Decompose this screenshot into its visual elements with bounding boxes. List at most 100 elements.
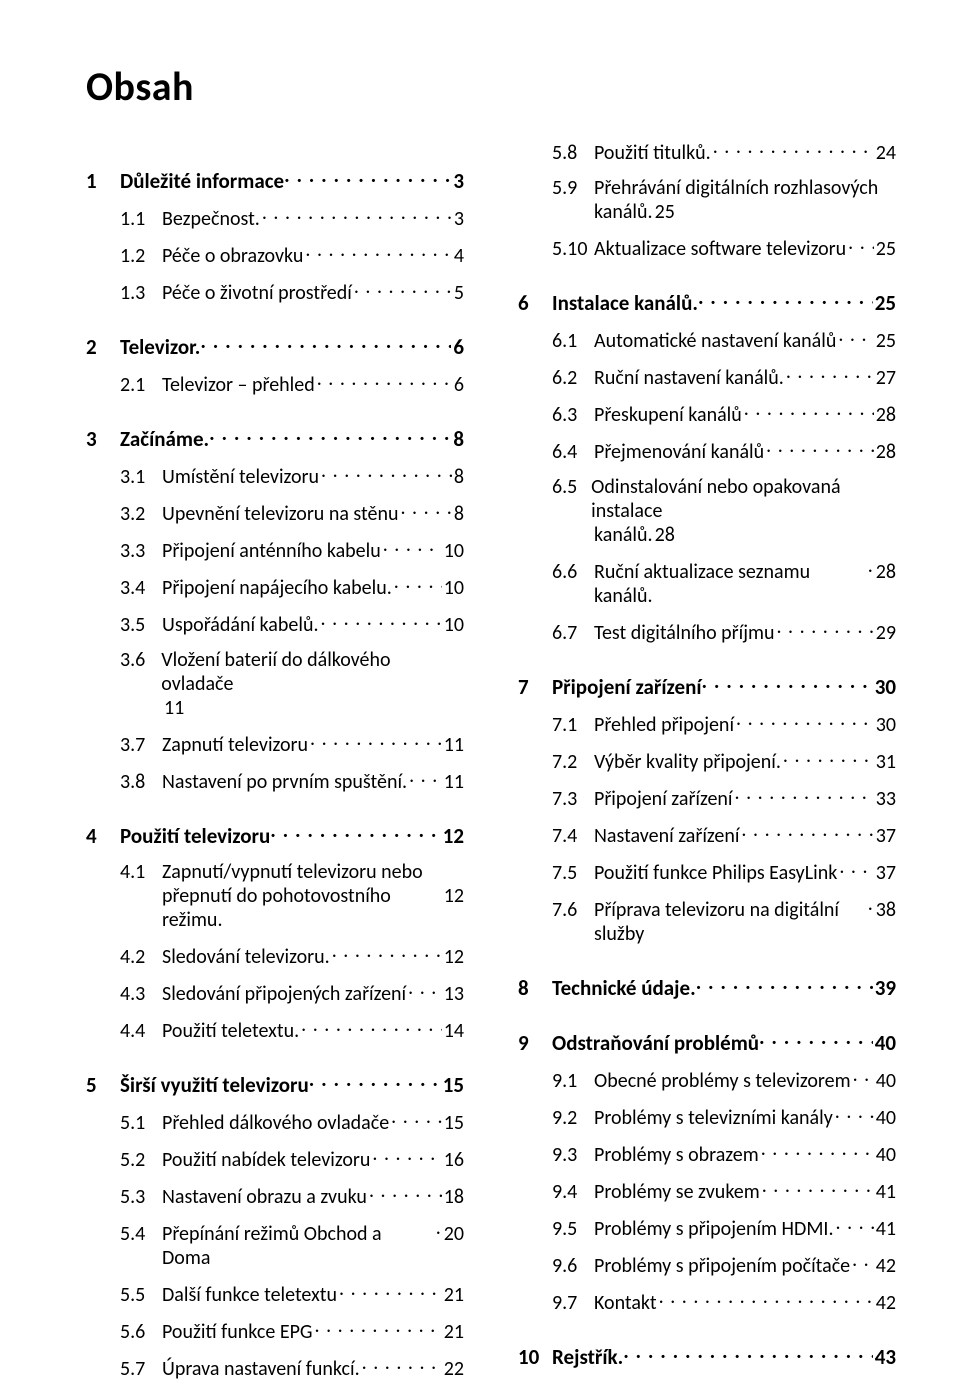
- toc-leader: [315, 1318, 442, 1338]
- toc-entry-page: 40: [874, 1106, 896, 1130]
- toc-leader: [848, 235, 874, 255]
- toc-entry-label: Další funkce teletextu: [162, 1283, 339, 1307]
- toc-columns: 1Důležité informace3 1.1Bezpečnost.3 1.2Pé…: [86, 139, 896, 1381]
- toc-leader: [409, 768, 442, 788]
- toc-entry-page: 42: [874, 1254, 896, 1278]
- toc-entry-label: Připojení zařízení: [552, 674, 702, 700]
- toc-entry: 4.3Sledování připojených zařízení13: [120, 980, 464, 1006]
- toc-entry-number: 3.6: [120, 648, 161, 672]
- toc-entry-number: 9.6: [552, 1254, 594, 1278]
- toc-entry-label: Automatické nastavení kanálů: [594, 329, 838, 353]
- toc-entry: 6.7Test digitálního příjmu29: [552, 619, 896, 645]
- toc-entry-page: 8: [452, 465, 464, 489]
- toc-entry-number: 6.5: [552, 475, 591, 499]
- toc-leader: [698, 289, 873, 310]
- toc-entry-page: 40: [873, 1030, 896, 1056]
- toc-entry-label: Umístění televizoru: [162, 465, 321, 489]
- toc-entry-number: 1.2: [120, 244, 162, 268]
- toc-leader: [659, 1289, 874, 1309]
- toc-entry: 5.4Přepínání režimů Obchod a Doma20: [120, 1220, 464, 1270]
- toc-entry-number: 5.8: [552, 141, 594, 165]
- toc-leader: [868, 896, 874, 916]
- toc-leader: [836, 1215, 874, 1235]
- toc-leader: [759, 1029, 873, 1050]
- toc-leader: [835, 1104, 874, 1124]
- toc-entry-page: 3: [452, 207, 464, 231]
- toc-entry: 3.5Uspořádání kabelů.10: [120, 611, 464, 637]
- toc-leader: [744, 401, 874, 421]
- toc-entry-label: Technické údaje.: [552, 975, 696, 1001]
- toc-column-right: 5.8Použití titulků.245.9Přehrávání digit…: [518, 139, 896, 1381]
- toc-entry-number: 3.3: [120, 539, 162, 563]
- toc-entry-number: 3: [86, 426, 120, 452]
- toc-leader: [408, 980, 442, 1000]
- toc-entry-number: 9.5: [552, 1217, 594, 1241]
- toc-entry: 9Odstraňování problémů40: [518, 1029, 896, 1056]
- toc-leader: [332, 943, 442, 963]
- toc-entry-label: Zapnutí/vypnutí televizoru nebo: [162, 860, 425, 884]
- toc-entry: 6.4Přejmenování kanálů28: [552, 438, 896, 464]
- toc-leader: [736, 711, 874, 731]
- toc-entry-label: Péče o obrazovku: [162, 244, 305, 268]
- toc-entry-page: 13: [442, 982, 464, 1006]
- toc-entry-page: 8: [451, 426, 464, 452]
- toc-leader: [853, 1067, 874, 1087]
- toc-entry-label: Televizor.: [120, 334, 200, 360]
- toc-entry: 9.5Problémy s připojením HDMI.41: [552, 1215, 896, 1241]
- toc-entry-label: Vložení baterií do dálkového ovladače: [161, 648, 464, 696]
- toc-entry: 2Televizor.6: [86, 333, 464, 360]
- toc-entry-number: 4: [86, 823, 120, 849]
- toc-entry: 1Důležité informace3: [86, 167, 464, 194]
- toc-entry-page: 21: [442, 1320, 464, 1344]
- toc-entry-label: Péče o životní prostředí: [162, 281, 354, 305]
- toc-entry-page: 28: [874, 560, 896, 584]
- toc-entry-label: Použití nabídek televizoru: [162, 1148, 372, 1172]
- toc-entry-number: 9: [518, 1030, 552, 1056]
- toc-entry-page: 14: [442, 1019, 464, 1043]
- toc-entry-page: 24: [874, 141, 896, 165]
- toc-entry-page: 27: [874, 366, 896, 390]
- toc-entry-number: 5.4: [120, 1222, 162, 1246]
- toc-entry: 1.1Bezpečnost.3: [120, 205, 464, 231]
- toc-entry-page: 30: [874, 713, 896, 737]
- toc-entry: 2.1Televizor – přehled6: [120, 371, 464, 397]
- toc-entry-number: 6: [518, 290, 552, 316]
- toc-entry-number: 6.2: [552, 366, 594, 390]
- toc-entry-page: 15: [441, 1072, 464, 1098]
- toc-leader: [305, 242, 451, 262]
- toc-entry-page: 12: [441, 823, 464, 849]
- toc-entry-page: 31: [874, 750, 896, 774]
- toc-leader: [339, 1281, 442, 1301]
- toc-leader: [309, 1071, 441, 1092]
- toc-entry-number: 7.1: [552, 713, 594, 737]
- toc-entry: 9.7Kontakt42: [552, 1289, 896, 1315]
- toc-entry-label: Ruční aktualizace seznamu kanálů.: [594, 560, 868, 608]
- toc-entry: 9.1Obecné problémy s televizorem40: [552, 1067, 896, 1093]
- toc-entry-number: 2: [86, 334, 120, 360]
- toc-entry-label: Problémy s připojením počítače: [594, 1254, 852, 1278]
- toc-entry: 3.8Nastavení po prvním spuštění.11: [120, 768, 464, 794]
- toc-leader: [741, 822, 873, 842]
- toc-entry-number: 7.5: [552, 861, 594, 885]
- toc-leader: [761, 1141, 874, 1161]
- toc-entry-page: 11: [442, 733, 464, 757]
- toc-leader: [369, 1183, 442, 1203]
- toc-entry: 6.5Odinstalování nebo opakovaná instalac…: [552, 475, 896, 547]
- toc-leader: [209, 425, 451, 446]
- toc-entry-number: 9.3: [552, 1143, 594, 1167]
- toc-entry-page: 12: [444, 884, 464, 908]
- toc-entry-number: 3.4: [120, 576, 162, 600]
- toc-leader: [310, 731, 442, 751]
- toc-entry: 9.6Problémy s připojením počítače 42: [552, 1252, 896, 1278]
- toc-leader: [321, 463, 452, 483]
- toc-entry: 8Technické údaje.39: [518, 974, 896, 1001]
- toc-entry-number: 1.1: [120, 207, 162, 231]
- toc-entry-label: Příprava televizoru na digitální služby: [594, 898, 868, 946]
- toc-entry: 3Začínáme.8: [86, 425, 464, 452]
- toc-entry-number: 1.3: [120, 281, 162, 305]
- toc-entry-page: 11: [442, 770, 464, 794]
- toc-leader: [776, 619, 873, 639]
- toc-entry-label: Přeskupení kanálů: [594, 403, 744, 427]
- toc-leader: [786, 364, 874, 384]
- toc-entry: 7.5Použití funkce Philips EasyLink37: [552, 859, 896, 885]
